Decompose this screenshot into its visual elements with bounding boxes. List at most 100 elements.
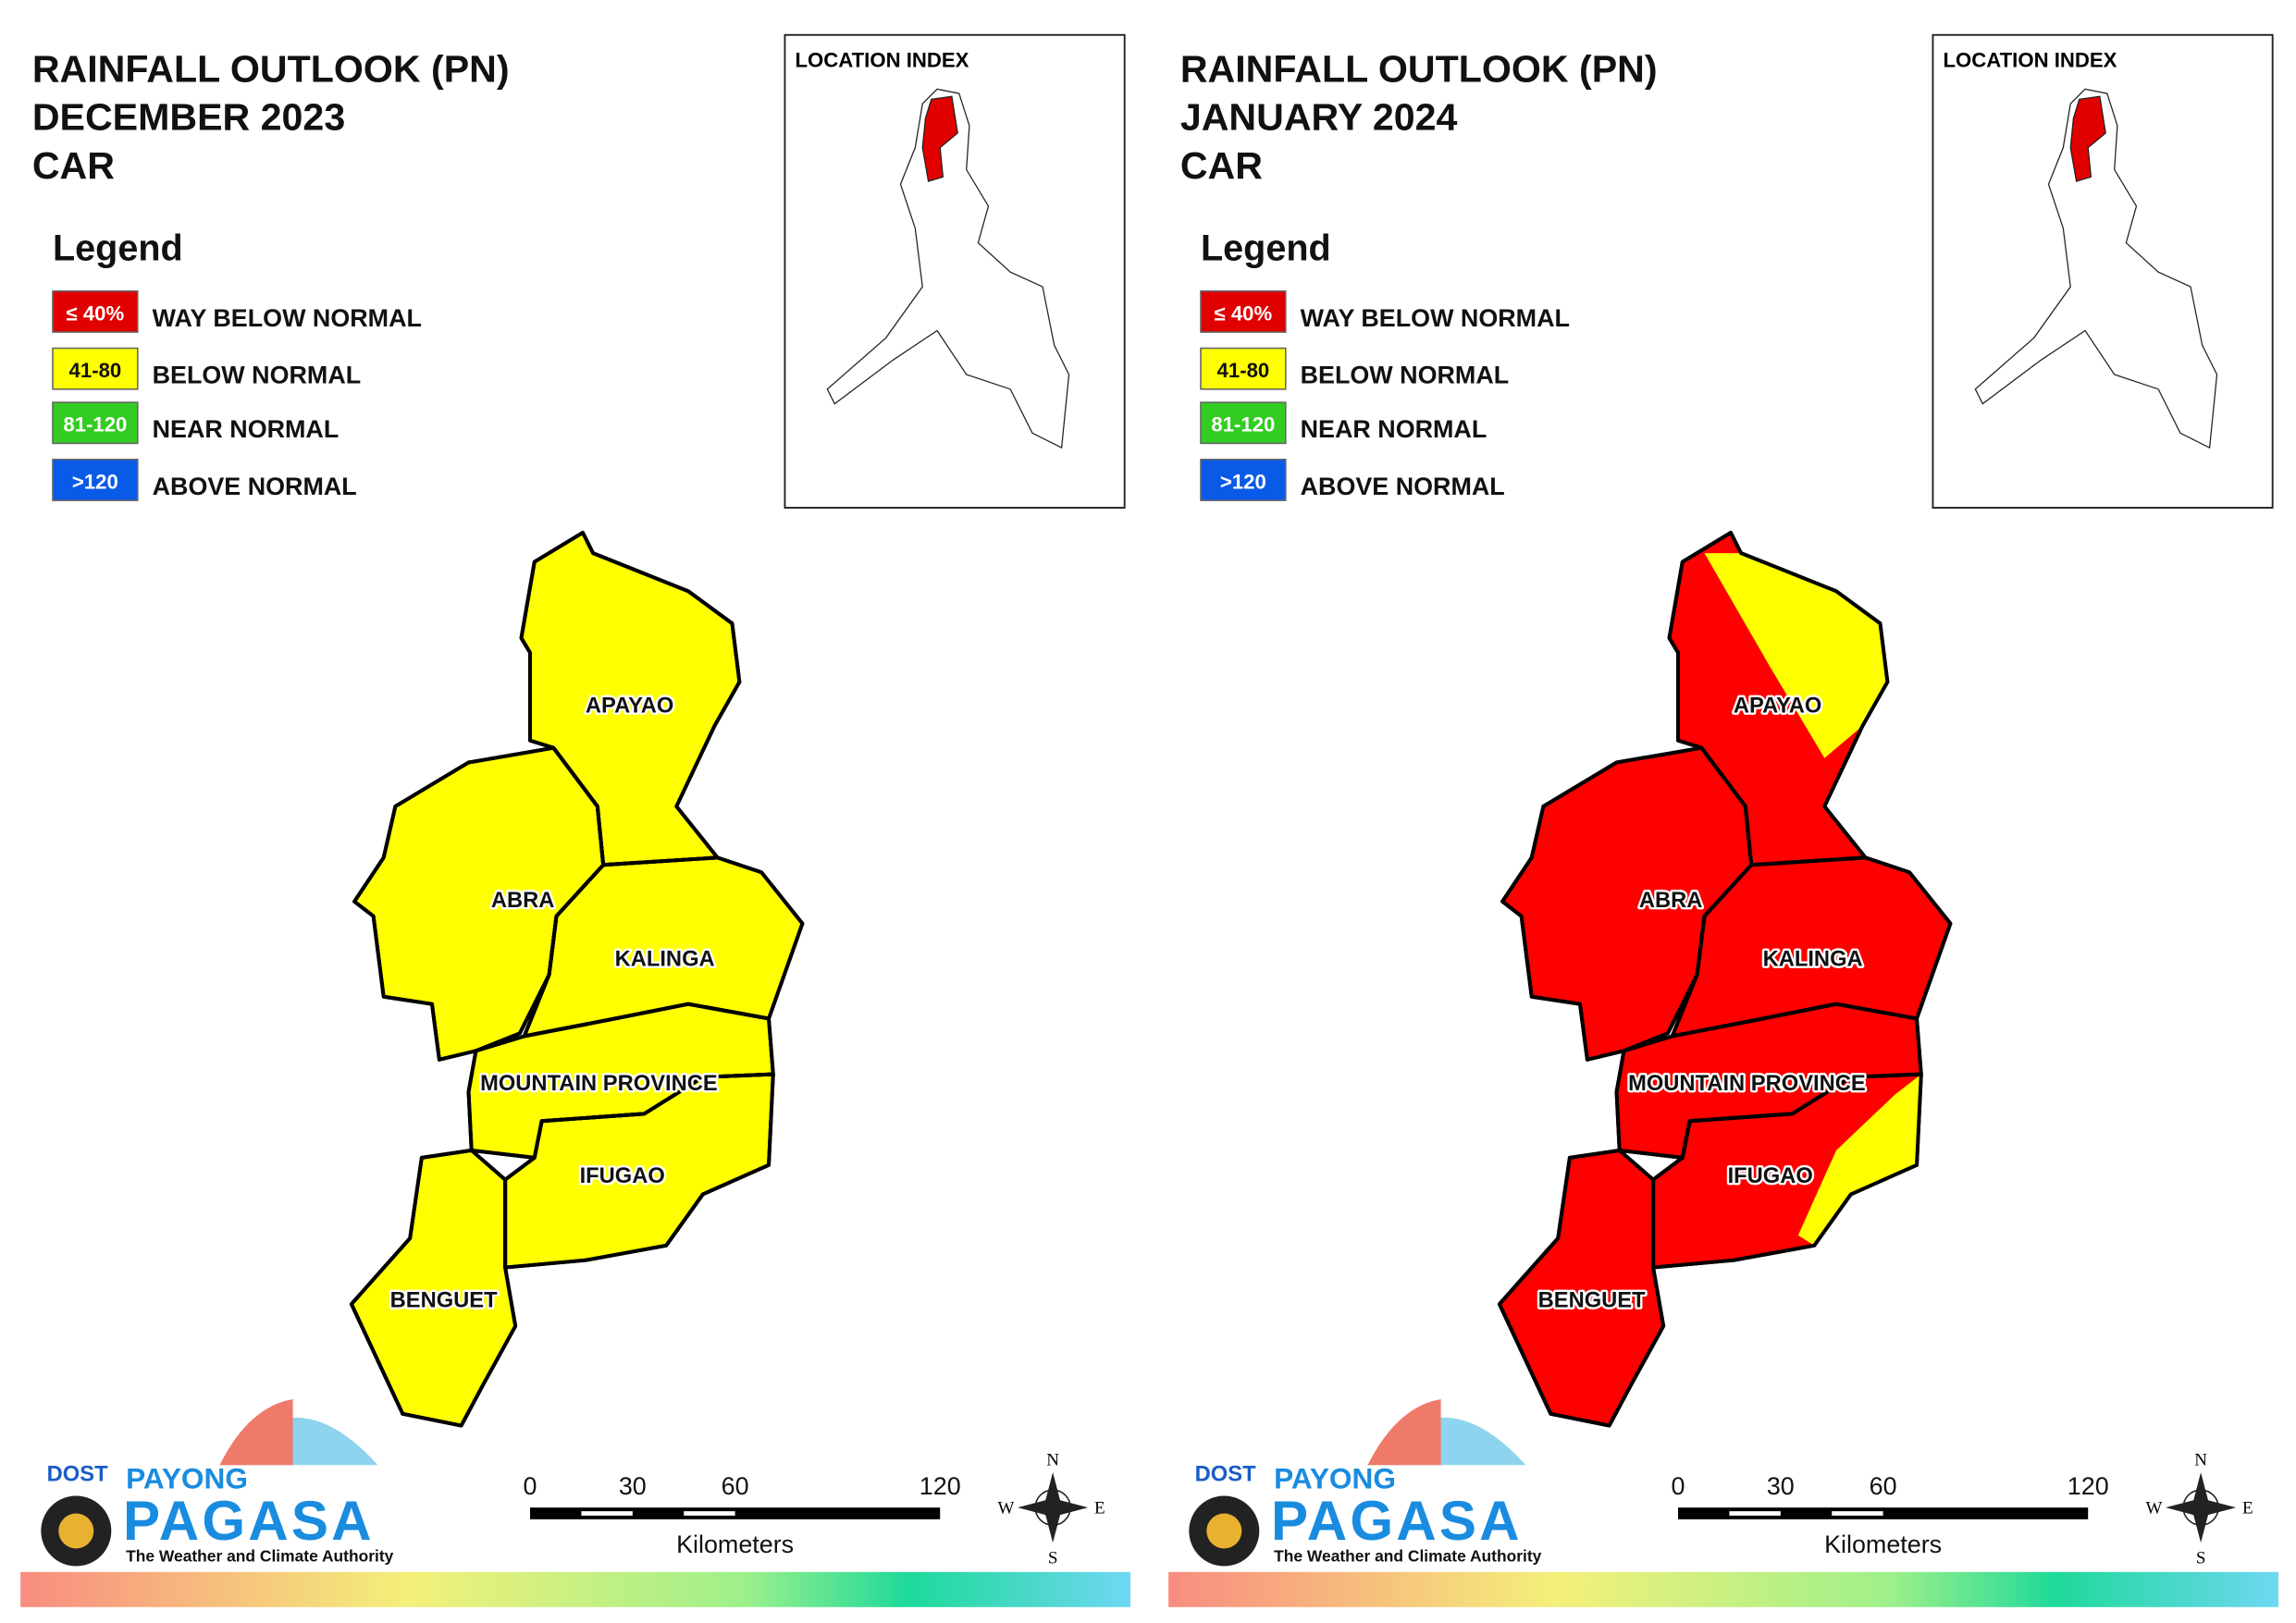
legend-label: BELOW NORMAL [1301, 361, 1510, 388]
scale-seg [581, 1511, 633, 1516]
logo-umbrella-left [1367, 1399, 1441, 1466]
location-index-title: LOCATION INDEX [1944, 49, 2117, 72]
legend-key: >120 [72, 470, 118, 493]
legend-title: Legend [53, 228, 183, 269]
scale-seg [1729, 1511, 1781, 1516]
inset-region [2069, 95, 2106, 182]
province-label: APAYAO [1734, 695, 1821, 719]
legend-key: >120 [1220, 470, 1266, 493]
compass-ring [2182, 1489, 2219, 1526]
province-label: MOUNTAIN PROVINCE [480, 1072, 718, 1096]
scale-tick: 30 [1767, 1472, 1795, 1500]
logo-line1: PAYONG [126, 1462, 248, 1495]
scale-unit: Kilometers [1824, 1531, 1942, 1558]
legend-key: 81-120 [63, 413, 127, 436]
province-border [519, 530, 742, 867]
logo-agency: DOST [47, 1463, 108, 1487]
logo-line2: PAGASA [1271, 1490, 1523, 1552]
compass-e: E [2242, 1499, 2253, 1518]
title-line: CAR [1180, 144, 1263, 187]
logo-umbrella-left [219, 1399, 293, 1466]
legend-swatch [1200, 347, 1287, 390]
scale-tick: 0 [524, 1472, 537, 1500]
inset-outline [826, 88, 1070, 449]
logo-line1: PAYONG [1274, 1462, 1396, 1495]
footer-bar [1168, 1571, 2279, 1607]
legend-label: NEAR NORMAL [1301, 415, 1487, 443]
legend-label: BELOW NORMAL [153, 361, 362, 388]
legend-key: ≤ 40% [1215, 301, 1273, 325]
legend-swatch [1200, 289, 1287, 333]
province-label: IFUGAO [580, 1164, 665, 1188]
legend-label: NEAR NORMAL [153, 415, 339, 443]
panel: RAINFALL OUTLOOK (PN) DECEMBER 2023 CAR Leg… [20, 33, 1131, 1607]
scale-tick: 120 [920, 1472, 961, 1500]
compass-ring [1034, 1489, 1071, 1526]
logo-tagline: The Weather and Climate Authority [126, 1547, 393, 1566]
scale-tick: 120 [2068, 1472, 2109, 1500]
scale-seg [684, 1511, 735, 1516]
compass-s: S [2196, 1548, 2206, 1568]
scale-tick: 0 [1672, 1472, 1685, 1500]
legend-key: 41-80 [1217, 359, 1270, 382]
compass-star [2166, 1472, 2237, 1543]
province-border [1667, 530, 1890, 867]
title-line: RAINFALL OUTLOOK (PN) [1180, 47, 1658, 90]
logo-agency: DOST [1195, 1463, 1256, 1487]
legend-swatch [52, 459, 139, 501]
legend-key: 81-120 [1211, 413, 1275, 436]
logo-tagline: The Weather and Climate Authority [1274, 1547, 1541, 1566]
province-label: APAYAO [586, 695, 673, 719]
inset-region [921, 95, 958, 182]
province-border [1497, 1148, 1666, 1428]
scale-tick: 60 [1870, 1472, 1897, 1500]
location-index-title: LOCATION INDEX [796, 49, 969, 72]
scale-seg [1832, 1511, 1883, 1516]
compass-w: W [2145, 1499, 2162, 1518]
title-line: CAR [32, 144, 115, 187]
province-border [1651, 1072, 1923, 1270]
scale-unit: Kilometers [676, 1531, 794, 1558]
scale-tick: 30 [619, 1472, 647, 1500]
province-label: KALINGA [1763, 947, 1863, 971]
legend-swatch [52, 289, 139, 333]
legend-swatch [1200, 401, 1287, 445]
province-label: ABRA [491, 889, 555, 913]
province-label: BENGUET [390, 1288, 499, 1312]
title-line: JANUARY 2024 [1180, 96, 1458, 139]
compass-n: N [2194, 1450, 2207, 1469]
footer-bar [20, 1571, 1131, 1607]
scale-tick: 60 [722, 1472, 749, 1500]
compass-s: S [1048, 1548, 1058, 1568]
province-label: ABRA [1639, 889, 1703, 913]
logo-seal-inner [1206, 1513, 1242, 1549]
province-label: MOUNTAIN PROVINCE [1628, 1072, 1866, 1096]
legend-label: ABOVE NORMAL [153, 473, 357, 500]
province-border [349, 1148, 518, 1428]
legend-key: 41-80 [69, 359, 122, 382]
compass-n: N [1046, 1450, 1059, 1469]
compass-star [1018, 1472, 1089, 1543]
province-label: KALINGA [615, 947, 715, 971]
legend-label: ABOVE NORMAL [1301, 473, 1505, 500]
province-partial [1797, 1074, 1921, 1246]
legend-key: ≤ 40% [67, 301, 125, 325]
legend-swatch [52, 401, 139, 445]
logo-line2: PAGASA [123, 1490, 375, 1552]
legend-swatch [52, 347, 139, 390]
compass-e: E [1094, 1499, 1105, 1518]
province-border [503, 1072, 775, 1270]
compass-w: W [997, 1499, 1014, 1518]
legend-label: WAY BELOW NORMAL [153, 304, 422, 332]
legend-swatch [1200, 459, 1287, 501]
panel: RAINFALL OUTLOOK (PN) JANUARY 2024 CAR Lege… [1168, 33, 2279, 1607]
province-partial [1704, 553, 1888, 758]
inset-outline [1974, 88, 2218, 449]
title-line: RAINFALL OUTLOOK (PN) [32, 47, 510, 90]
province-label: IFUGAO [1728, 1164, 1813, 1188]
legend-title: Legend [1201, 228, 1331, 269]
title-line: DECEMBER 2023 [32, 96, 345, 139]
province-label: BENGUET [1538, 1288, 1647, 1312]
logo-seal-inner [58, 1513, 94, 1549]
